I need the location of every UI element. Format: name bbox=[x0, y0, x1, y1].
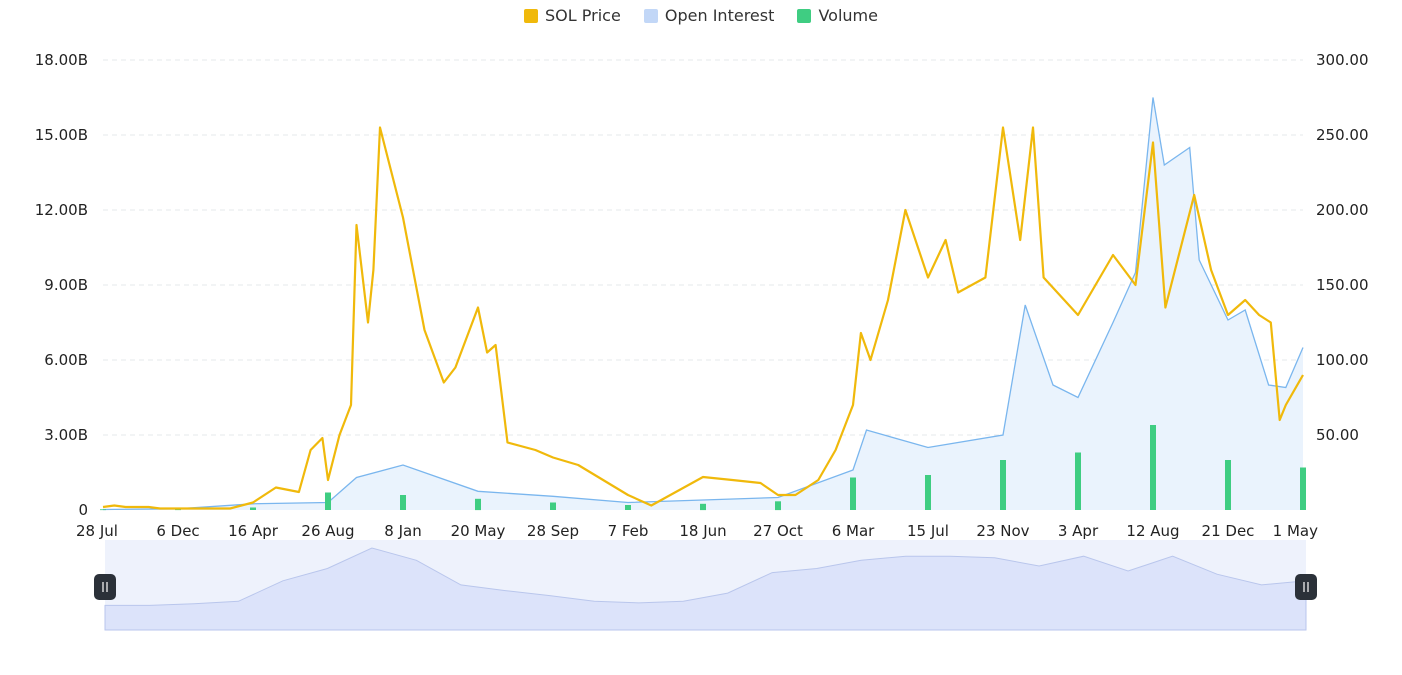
y-right-tick-label: 200.00 bbox=[1316, 201, 1369, 219]
x-tick-label: 7 Feb bbox=[608, 522, 649, 540]
x-tick-label: 6 Dec bbox=[156, 522, 199, 540]
y-right-tick-label: 150.00 bbox=[1316, 276, 1369, 294]
volume-bar bbox=[625, 505, 631, 510]
legend-item-open-interest[interactable]: Open Interest bbox=[643, 6, 775, 25]
volume-bar bbox=[100, 509, 106, 511]
y-left-tick-label: 15.00B bbox=[35, 126, 88, 144]
volume-series bbox=[100, 425, 1306, 511]
x-tick-label: 23 Nov bbox=[976, 522, 1029, 540]
volume-bar bbox=[250, 507, 256, 510]
x-tick-label: 12 Aug bbox=[1126, 522, 1179, 540]
x-tick-label: 8 Jan bbox=[384, 522, 421, 540]
y-left-tick-label: 12.00B bbox=[35, 201, 88, 219]
volume-bar bbox=[925, 475, 931, 510]
x-tick-label: 28 Jul bbox=[76, 522, 118, 540]
y-left-tick-label: 18.00B bbox=[35, 51, 88, 69]
y-left-tick-label: 6.00B bbox=[44, 351, 88, 369]
y-right-tick-label: 50.00 bbox=[1316, 426, 1359, 444]
volume-bar bbox=[1075, 452, 1081, 510]
legend-swatch-price bbox=[524, 8, 539, 23]
open-interest-area bbox=[103, 97, 1303, 510]
grip-handle-icon[interactable] bbox=[1295, 574, 1317, 600]
range-navigator[interactable] bbox=[94, 540, 1317, 631]
x-tick-label: 18 Jun bbox=[679, 522, 726, 540]
volume-bar bbox=[1225, 460, 1231, 510]
open-interest-line bbox=[102, 97, 1304, 511]
y-left-tick-label: 3.00B bbox=[44, 426, 88, 444]
y-left-tick-label: 0 bbox=[78, 501, 88, 519]
legend-label-price: SOL Price bbox=[545, 6, 621, 25]
legend-item-volume[interactable]: Volume bbox=[797, 6, 878, 25]
x-tick-label: 20 May bbox=[451, 522, 506, 540]
open-interest-series bbox=[102, 97, 1304, 511]
volume-bar bbox=[400, 495, 406, 510]
x-tick-label: 15 Jul bbox=[907, 522, 949, 540]
x-tick-label: 3 Apr bbox=[1058, 522, 1099, 540]
legend-swatch-volume bbox=[797, 8, 812, 23]
price-series bbox=[102, 126, 1304, 510]
volume-bar bbox=[550, 502, 556, 510]
y-right-tick-label: 250.00 bbox=[1316, 126, 1369, 144]
x-tick-label: 6 Mar bbox=[832, 522, 875, 540]
y-left-tick-label: 9.00B bbox=[44, 276, 88, 294]
chart-legend: SOL Price Open Interest Volume bbox=[0, 6, 1402, 27]
legend-label-open-interest: Open Interest bbox=[664, 6, 775, 25]
x-tick-label: 1 May bbox=[1273, 522, 1318, 540]
price-line bbox=[102, 126, 1304, 510]
volume-bar bbox=[475, 498, 481, 511]
x-tick-label: 27 Oct bbox=[753, 522, 803, 540]
grip-handle-icon[interactable] bbox=[94, 574, 116, 600]
x-tick-label: 28 Sep bbox=[527, 522, 579, 540]
volume-bar bbox=[775, 501, 781, 511]
x-tick-label: 16 Apr bbox=[228, 522, 279, 540]
axes: 0 3.00B 6.00B 9.00B 12.00B 15.00B 18.00B 50.00 1… bbox=[35, 51, 1369, 540]
volume-bar bbox=[1000, 460, 1006, 510]
volume-bar bbox=[700, 503, 706, 511]
y-right-tick-label: 100.00 bbox=[1316, 351, 1369, 369]
y-right-tick-label: 300.00 bbox=[1316, 51, 1369, 69]
navigator-right-handle[interactable] bbox=[1295, 574, 1317, 600]
volume-bar bbox=[1150, 425, 1156, 510]
navigator-series-area bbox=[104, 547, 1307, 631]
volume-bar bbox=[850, 477, 856, 510]
volume-bar bbox=[325, 492, 331, 510]
legend-swatch-open-interest bbox=[643, 8, 658, 23]
x-tick-label: 21 Dec bbox=[1202, 522, 1255, 540]
legend-label-volume: Volume bbox=[818, 6, 878, 25]
legend-item-price[interactable]: SOL Price bbox=[524, 6, 621, 25]
x-tick-label: 26 Aug bbox=[301, 522, 354, 540]
navigator-left-handle[interactable] bbox=[94, 574, 116, 600]
volume-bar bbox=[1300, 467, 1306, 510]
